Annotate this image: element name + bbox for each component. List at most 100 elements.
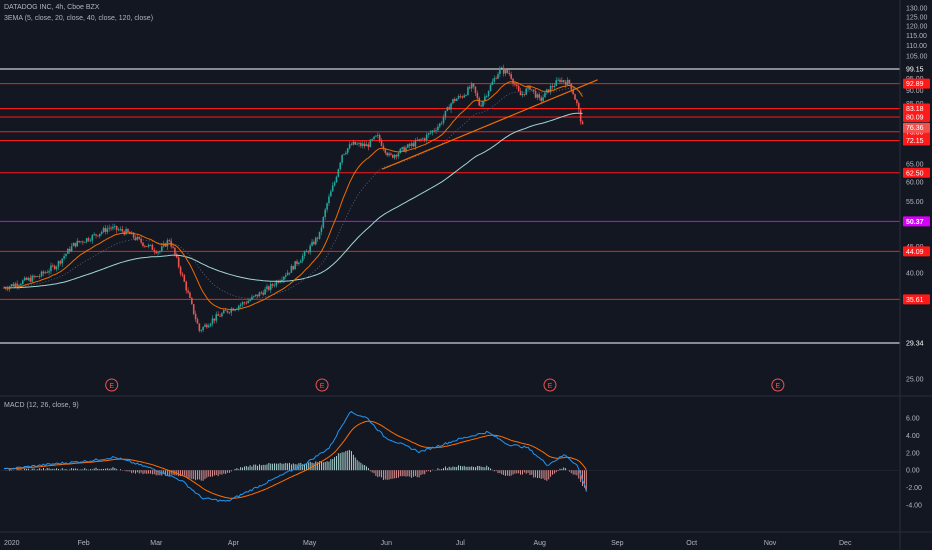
candle-body[interactable] <box>440 122 443 124</box>
candle-body[interactable] <box>365 144 368 147</box>
candle-body[interactable] <box>50 265 52 272</box>
candle-body[interactable] <box>467 87 469 96</box>
candle-body[interactable] <box>159 251 161 253</box>
candle-body[interactable] <box>373 136 375 140</box>
candle-body[interactable] <box>534 90 537 98</box>
candle-body[interactable] <box>42 271 45 274</box>
candle-body[interactable] <box>286 272 289 276</box>
candle-body[interactable] <box>83 242 86 243</box>
candle-body[interactable] <box>176 254 178 258</box>
candle-body[interactable] <box>40 271 43 277</box>
candle-body[interactable] <box>536 94 539 98</box>
candle-body[interactable] <box>89 240 92 242</box>
candle-body[interactable] <box>416 140 419 141</box>
candle-body[interactable] <box>93 234 95 236</box>
candle-body[interactable] <box>14 283 17 287</box>
candle-body[interactable] <box>577 103 580 110</box>
candle-body[interactable] <box>209 323 212 326</box>
candle-body[interactable] <box>237 305 240 309</box>
candle-body[interactable] <box>438 123 441 127</box>
candle-body[interactable] <box>70 246 73 252</box>
candle-body[interactable] <box>292 266 295 270</box>
candle-body[interactable] <box>299 260 302 263</box>
candle-body[interactable] <box>46 272 49 274</box>
candle-body[interactable] <box>531 89 533 91</box>
level-price-tag[interactable] <box>903 167 930 178</box>
candle-body[interactable] <box>369 139 372 148</box>
candle-body[interactable] <box>222 310 225 314</box>
candle-body[interactable] <box>433 130 435 132</box>
ema-legend[interactable]: 3EMA (5, close, 20, close, 40, close, 12… <box>4 15 154 22</box>
candle-body[interactable] <box>115 225 118 230</box>
candle-body[interactable] <box>352 141 355 145</box>
candle-body[interactable] <box>204 324 206 327</box>
candle-body[interactable] <box>450 103 452 110</box>
candle-body[interactable] <box>20 284 22 286</box>
candle-body[interactable] <box>254 294 257 296</box>
candle-body[interactable] <box>551 86 554 88</box>
candle-body[interactable] <box>354 141 357 145</box>
candle-body[interactable] <box>499 67 501 75</box>
candle-body[interactable] <box>117 229 120 231</box>
candle-body[interactable] <box>260 292 263 294</box>
candle-body[interactable] <box>110 227 112 229</box>
candle-body[interactable] <box>519 91 522 96</box>
candle-body[interactable] <box>581 121 584 125</box>
candle-body[interactable] <box>266 286 268 290</box>
candle-body[interactable] <box>360 143 362 146</box>
candle-body[interactable] <box>21 280 24 285</box>
candle-body[interactable] <box>555 80 558 87</box>
candle-body[interactable] <box>87 238 90 241</box>
candle-body[interactable] <box>207 325 210 328</box>
candle-body[interactable] <box>16 283 18 287</box>
macd-line[interactable] <box>3 410 587 503</box>
candle-body[interactable] <box>392 154 394 158</box>
candle-body[interactable] <box>187 290 189 293</box>
trendline[interactable] <box>381 79 598 170</box>
candle-body[interactable] <box>491 81 494 85</box>
candle-body[interactable] <box>38 276 41 278</box>
candle-body[interactable] <box>262 292 265 295</box>
candle-body[interactable] <box>320 227 323 232</box>
candle-body[interactable] <box>301 255 304 261</box>
candle-body[interactable] <box>452 99 454 104</box>
candle-body[interactable] <box>196 319 199 324</box>
candle-body[interactable] <box>410 143 413 146</box>
level-price-tag[interactable] <box>903 103 930 114</box>
candle-body[interactable] <box>251 296 253 300</box>
candle-body[interactable] <box>455 98 458 102</box>
candle-body[interactable] <box>476 93 479 99</box>
candle-body[interactable] <box>463 95 465 98</box>
candle-body[interactable] <box>236 308 238 310</box>
candle-body[interactable] <box>241 302 244 305</box>
candle-body[interactable] <box>346 148 349 153</box>
candle-body[interactable] <box>427 133 430 135</box>
candle-body[interactable] <box>239 304 242 306</box>
candle-body[interactable] <box>474 86 477 94</box>
candle-body[interactable] <box>487 90 490 96</box>
candle-body[interactable] <box>459 96 462 97</box>
candle-body[interactable] <box>333 182 336 186</box>
candle-body[interactable] <box>305 251 308 253</box>
candle-body[interactable] <box>345 152 347 155</box>
candle-body[interactable] <box>18 285 20 287</box>
candle-body[interactable] <box>67 248 69 254</box>
candle-body[interactable] <box>414 140 417 147</box>
candle-body[interactable] <box>27 277 30 280</box>
candle-body[interactable] <box>144 245 146 247</box>
candle-body[interactable] <box>98 233 101 237</box>
candle-body[interactable] <box>245 302 248 304</box>
candle-body[interactable] <box>405 147 407 152</box>
candle-body[interactable] <box>331 185 334 192</box>
candle-body[interactable] <box>506 69 509 73</box>
candle-body[interactable] <box>478 98 481 106</box>
candle-body[interactable] <box>80 241 82 243</box>
candle-body[interactable] <box>95 234 97 236</box>
candle-body[interactable] <box>397 153 400 157</box>
candle-body[interactable] <box>97 235 99 237</box>
candle-body[interactable] <box>200 330 203 331</box>
candle-body[interactable] <box>472 83 475 87</box>
candle-body[interactable] <box>157 252 159 254</box>
candle-body[interactable] <box>44 272 47 274</box>
candle-body[interactable] <box>153 250 156 252</box>
